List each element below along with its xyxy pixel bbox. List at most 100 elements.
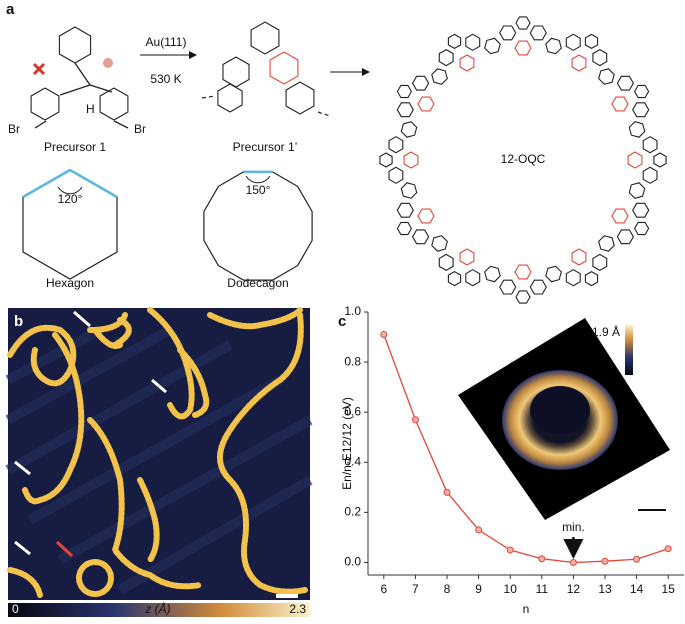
ring xyxy=(396,102,414,118)
ring xyxy=(616,75,635,91)
ring xyxy=(642,136,658,154)
catalyst: Au(111) xyxy=(146,35,187,49)
ring xyxy=(515,16,531,30)
series-line xyxy=(383,334,669,564)
shape-label: Hexagon xyxy=(46,276,94,290)
ring xyxy=(484,265,501,283)
x-tick-label: 10 xyxy=(504,582,518,596)
inset-ring-hole xyxy=(530,386,590,434)
x-axis-label: n xyxy=(523,602,530,616)
ring xyxy=(633,84,650,99)
angle-label: 120° xyxy=(58,192,83,206)
annotation: min. xyxy=(562,520,585,534)
ring xyxy=(598,68,615,85)
ring xyxy=(447,33,462,50)
ring xyxy=(459,54,475,72)
data-point xyxy=(443,488,451,496)
molecular-chain xyxy=(177,347,210,418)
molecular-chain xyxy=(137,477,160,563)
ring xyxy=(217,83,243,113)
molecular-chain xyxy=(207,307,303,330)
edge-highlight xyxy=(69,168,118,199)
ring xyxy=(447,270,462,287)
y-axis-label: En/n-E12/12 (eV) xyxy=(340,397,354,490)
data-point xyxy=(664,545,672,553)
ring xyxy=(396,221,413,236)
angle-label: 150° xyxy=(246,183,271,197)
ring xyxy=(400,182,418,199)
x-tick-label: 9 xyxy=(475,582,482,596)
ring xyxy=(632,202,650,218)
ring xyxy=(499,25,517,41)
compound-label: Precursor 1’ xyxy=(233,140,298,154)
ring xyxy=(269,51,299,85)
molecular-chain xyxy=(87,417,203,590)
atom-label: Br xyxy=(8,122,20,136)
ring xyxy=(431,235,448,252)
data-point xyxy=(411,416,419,424)
angle-arc xyxy=(57,186,83,195)
molecular-chain xyxy=(22,332,85,505)
energy-chart: c 1.9 Å 0.0 0.2 0.4 0.6 0.8 1.0 6 7 8 9 10 11 12 13 14… xyxy=(338,304,684,616)
data-point xyxy=(506,546,514,554)
ring xyxy=(30,87,60,121)
ring xyxy=(222,56,250,88)
ring xyxy=(431,68,448,85)
hexagon-shape xyxy=(22,169,118,280)
panel-label: a xyxy=(6,1,15,18)
ring xyxy=(628,121,646,138)
x-tick-label: 6 xyxy=(380,582,387,596)
ring xyxy=(400,121,418,138)
ring xyxy=(417,208,435,224)
ring xyxy=(529,25,547,41)
colorbar-label: z (Å) xyxy=(144,601,170,616)
ring xyxy=(465,269,481,287)
x-tick-label: 13 xyxy=(598,582,612,596)
ring xyxy=(616,229,635,245)
ring xyxy=(628,182,646,199)
molecular-chain xyxy=(7,324,77,387)
ring xyxy=(529,279,547,295)
macrocycle-label: 12-OQC xyxy=(501,152,546,166)
red-arrow xyxy=(55,540,74,558)
scheme: a Br Br H Precursor 1 Au(111) 530 K Prec… xyxy=(6,1,667,304)
ring xyxy=(653,152,667,168)
y-tick-label: 0.0 xyxy=(344,555,361,569)
ring xyxy=(379,152,393,168)
y-tick-label: 0.2 xyxy=(344,505,361,519)
molecular-chain xyxy=(112,317,132,348)
inset-colorbar-label: 1.9 Å xyxy=(592,324,620,339)
ring xyxy=(499,279,517,295)
data-point xyxy=(475,526,483,534)
ring xyxy=(99,87,129,121)
bond-stub xyxy=(201,95,331,117)
ring xyxy=(438,48,454,67)
ring xyxy=(58,26,92,64)
data-point xyxy=(380,331,388,339)
ring xyxy=(592,253,608,272)
ring xyxy=(584,33,599,50)
ring xyxy=(459,248,475,266)
y-tick-label: 1.0 xyxy=(344,304,361,318)
inset-colorbar xyxy=(625,325,633,375)
substrate-stripes xyxy=(5,325,313,595)
ring xyxy=(571,54,587,72)
data-point xyxy=(569,558,577,566)
ring xyxy=(565,33,581,51)
angle-arc xyxy=(245,175,271,184)
ring xyxy=(396,202,414,218)
ring xyxy=(514,264,532,280)
ring xyxy=(598,235,615,252)
ring xyxy=(388,136,404,154)
ring xyxy=(611,208,629,224)
ring xyxy=(611,96,629,112)
colorbar-min: 0 xyxy=(12,602,19,616)
x-tick-label: 7 xyxy=(412,582,419,596)
ring xyxy=(632,102,650,118)
colorbar xyxy=(8,603,310,617)
atom-label: Br xyxy=(134,122,146,136)
x-tick-label: 11 xyxy=(536,582,549,596)
data-point xyxy=(633,555,641,563)
x-tick-label: 15 xyxy=(662,582,676,596)
